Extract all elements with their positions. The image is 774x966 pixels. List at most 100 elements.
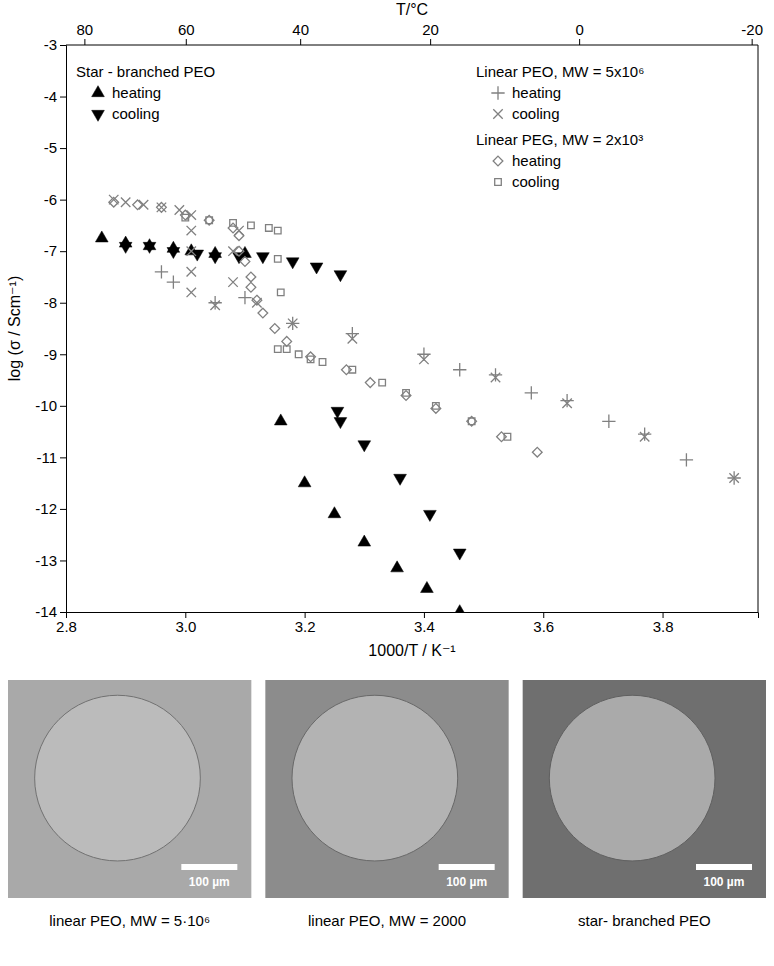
legend-title: Star - branched PEO bbox=[76, 63, 215, 80]
point bbox=[319, 359, 326, 366]
series bbox=[155, 265, 741, 485]
x2-tick-mark bbox=[300, 39, 301, 45]
micrograph-caption: linear PEO, MW = 2000 bbox=[308, 912, 466, 929]
point bbox=[266, 225, 273, 232]
y-tick: -3 bbox=[44, 36, 66, 53]
x-tick: 3.6 bbox=[533, 612, 554, 635]
legend-label: cooling bbox=[512, 173, 560, 190]
x-tick: 3.2 bbox=[295, 612, 316, 635]
y-tick: -4 bbox=[44, 88, 66, 105]
x2-axis-title: T/°C bbox=[396, 1, 428, 18]
y-tick-label: -8 bbox=[44, 294, 57, 311]
point bbox=[206, 217, 213, 224]
spherulite bbox=[549, 695, 715, 861]
x2-axis: 806040200-20 bbox=[66, 21, 763, 45]
point bbox=[234, 246, 244, 256]
point bbox=[187, 246, 196, 255]
legend-marker bbox=[92, 86, 105, 97]
point bbox=[298, 476, 311, 487]
point bbox=[489, 368, 502, 381]
scale-bar-label: 100 µm bbox=[704, 875, 745, 889]
point bbox=[379, 379, 386, 386]
scale-bar bbox=[439, 864, 495, 870]
series bbox=[182, 214, 511, 440]
x2-tick-label: 0 bbox=[575, 21, 583, 38]
point bbox=[139, 200, 148, 209]
figure: 2.83.03.23.43.63.8-14-13-12-11-10-9-8-7-… bbox=[0, 0, 774, 966]
spherulite bbox=[35, 695, 201, 861]
x2-tick-label: 80 bbox=[77, 21, 94, 38]
y-tick-mark bbox=[60, 45, 66, 46]
point bbox=[560, 394, 573, 407]
point bbox=[348, 334, 357, 343]
point bbox=[433, 403, 440, 410]
y-tick-mark bbox=[60, 509, 66, 510]
y-axis-title: log (σ / Scm⁻¹) bbox=[6, 276, 23, 381]
point bbox=[238, 291, 251, 304]
x-tick-label: 3.6 bbox=[533, 618, 554, 635]
point bbox=[286, 317, 299, 330]
point bbox=[391, 561, 404, 572]
point bbox=[210, 301, 219, 310]
y-tick: -11 bbox=[36, 449, 66, 466]
point bbox=[331, 407, 344, 418]
point bbox=[328, 507, 341, 518]
point bbox=[240, 257, 250, 267]
point bbox=[727, 471, 740, 484]
point bbox=[358, 441, 371, 452]
legend-label: heating bbox=[112, 84, 161, 101]
point bbox=[234, 231, 244, 241]
point bbox=[157, 203, 166, 212]
point bbox=[277, 289, 284, 296]
x2-tick-mark bbox=[84, 39, 85, 45]
x-tick: 3.0 bbox=[175, 612, 196, 635]
point bbox=[274, 414, 287, 425]
point bbox=[532, 447, 542, 457]
spherulite bbox=[292, 695, 458, 861]
y-tick: -14 bbox=[35, 603, 66, 620]
x2-tick-label: 40 bbox=[292, 21, 309, 38]
point bbox=[525, 386, 538, 399]
y-tick-label: -14 bbox=[35, 603, 57, 620]
legend-marker bbox=[495, 179, 502, 186]
point bbox=[274, 227, 281, 234]
y-tick: -12 bbox=[35, 500, 66, 517]
marks bbox=[95, 195, 740, 612]
y-axis-line bbox=[60, 46, 67, 613]
point bbox=[640, 432, 649, 441]
point bbox=[358, 535, 371, 546]
y-tick-mark bbox=[60, 251, 66, 252]
x-tick: 2.8 bbox=[56, 612, 77, 635]
plot: 2.83.03.23.43.63.8-14-13-12-11-10-9-8-7-… bbox=[6, 1, 763, 659]
point bbox=[638, 428, 651, 441]
point bbox=[334, 418, 347, 429]
x-tick-label: 3.4 bbox=[414, 618, 435, 635]
point bbox=[270, 324, 280, 334]
point bbox=[467, 416, 477, 426]
y-tick: -7 bbox=[44, 242, 66, 259]
x-tick: 3.4 bbox=[414, 612, 435, 635]
y-tick-label: -12 bbox=[35, 500, 57, 517]
point bbox=[602, 415, 615, 428]
point bbox=[286, 258, 299, 269]
x-tick: 3.8 bbox=[653, 612, 674, 635]
y-tick-mark bbox=[60, 612, 66, 613]
micrograph: 100 µmlinear PEO, MW = 2000 bbox=[265, 680, 508, 929]
x2-tick-mark bbox=[186, 39, 187, 45]
point bbox=[228, 277, 237, 286]
point bbox=[295, 351, 302, 358]
y-tick-mark bbox=[60, 457, 66, 458]
x2-tick-label: -20 bbox=[741, 21, 763, 38]
y-tick-label: -4 bbox=[44, 88, 57, 105]
x-tick-label: 3.8 bbox=[653, 618, 674, 635]
point bbox=[562, 399, 571, 408]
point bbox=[283, 346, 290, 353]
legend-label: heating bbox=[512, 152, 561, 169]
scale-bar bbox=[696, 864, 752, 870]
x2-tick: 0 bbox=[575, 21, 583, 45]
y-tick-label: -5 bbox=[44, 139, 57, 156]
micrograph: 100 µmstar- branched PEO bbox=[523, 680, 766, 929]
y-tick: -5 bbox=[44, 139, 66, 156]
x2-tick-label: 60 bbox=[178, 21, 195, 38]
series bbox=[109, 195, 739, 483]
